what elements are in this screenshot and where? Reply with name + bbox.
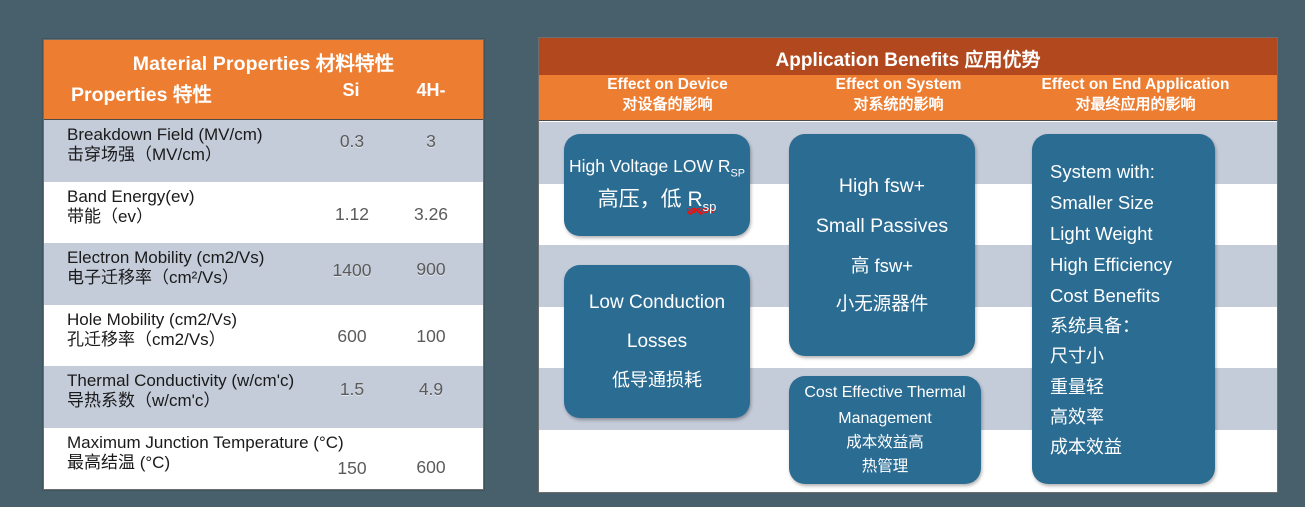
- table-row-label: Breakdown Field (MV/cm) 击穿场强（MV/cm）: [67, 125, 263, 165]
- table-row-label-en: Hole Mobility (cm2/Vs): [67, 309, 238, 329]
- benefits-column-header-system-zh: 对系统的影响: [853, 96, 944, 114]
- table-row-label: Hole Mobility (cm2/Vs) 孔迁移率（cm2/Vs）: [67, 310, 237, 350]
- table-row-label: Thermal Conductivity (w/cm'c) 导热系数（w/cm'…: [67, 371, 294, 411]
- column-header-properties: Properties 特性: [71, 84, 212, 106]
- benefits-column-header-end-application-en: Effect on End Application: [1041, 76, 1230, 93]
- benefit-line: Smaller Size: [1050, 191, 1154, 213]
- benefit-box-high-voltage[interactable]: High Voltage LOW RSP 高压，低 Rsp: [564, 134, 750, 236]
- subscript-sp: sp: [702, 199, 717, 215]
- application-benefits-panel: Application Benefits 应用优势 Effect on Devi…: [538, 37, 1278, 493]
- table-row-label-en: Breakdown Field (MV/cm): [67, 125, 263, 144]
- benefit-box-cost-effective-thermal-management[interactable]: Cost Effective Thermal Management 成本效益高 …: [789, 376, 981, 484]
- benefit-line-zh: 高效率: [1050, 406, 1104, 427]
- table-cell-sic: 900: [416, 259, 446, 279]
- benefit-line: Low Conduction: [588, 292, 726, 314]
- table-row: Electron Mobility (cm2/Vs) 电子迁移率（cm²/Vs）…: [44, 243, 483, 305]
- column-header-si: Si: [342, 80, 360, 100]
- column-header-sic: 4H-: [416, 80, 446, 100]
- benefit-box-low-conduction-losses[interactable]: Low Conduction Losses 低导通损耗: [564, 265, 750, 418]
- table-row-label: Electron Mobility (cm2/Vs) 电子迁移率（cm²/Vs）: [67, 248, 264, 288]
- benefit-line-zh: 系统具备：: [1050, 316, 1140, 337]
- benefit-box-high-fsw-small-passives[interactable]: High fsw+ Small Passives 高 fsw+ 小无源器件: [789, 134, 975, 356]
- benefit-text-zh: 高压，低: [597, 188, 688, 212]
- benefit-line: High Efficiency: [1050, 253, 1173, 275]
- table-row-label-zh: 孔迁移率（cm2/Vs）: [67, 329, 226, 349]
- benefit-line: Losses: [626, 331, 688, 353]
- material-properties-table: Material Properties 材料特性 Properties 特性 S…: [43, 39, 484, 490]
- table-row-label-zh: 最高结温 (°C): [67, 452, 171, 472]
- table-row-label: Band Energy(ev) 带能（ev）: [67, 187, 195, 227]
- benefit-text-r: R: [687, 188, 703, 212]
- benefits-column-header-end-application: Effect on End Application 对最终应用的影响: [994, 75, 1277, 115]
- benefit-line-zh: 尺寸小: [1050, 346, 1104, 367]
- table-cell-sic: 600: [416, 456, 446, 477]
- benefit-box-high-voltage-line1: High Voltage LOW RSP: [569, 156, 745, 180]
- spellcheck-underlined-text: Rsp: [687, 188, 717, 215]
- table-cell-si: 0.3: [339, 131, 365, 151]
- benefit-line-zh: 重量轻: [1050, 376, 1104, 397]
- table-cell-sic: 100: [416, 325, 446, 346]
- benefits-column-header-system-en: Effect on System: [835, 76, 962, 93]
- benefit-line-zh: 成本效益高: [846, 433, 924, 451]
- table-row: Band Energy(ev) 带能（ev） 1.12 3.26: [44, 181, 483, 243]
- table-cell-si: 1.5: [339, 379, 365, 399]
- benefits-boxes: High Voltage LOW RSP 高压，低 Rsp Low Conduc…: [539, 38, 1277, 492]
- table-row: Hole Mobility (cm2/Vs) 孔迁移率（cm2/Vs） 600 …: [44, 304, 483, 366]
- benefit-box-system-with[interactable]: System with: Smaller Size Light Weight H…: [1032, 134, 1215, 484]
- benefit-box-high-voltage-line2: 高压，低 Rsp: [598, 183, 717, 214]
- benefits-column-header-device-en: Effect on Device: [607, 76, 728, 93]
- table-cell-si: 1.12: [334, 203, 370, 224]
- material-table-header: Material Properties 材料特性 Properties 特性 S…: [44, 40, 483, 120]
- table-row-label-zh: 导热系数（w/cm'c）: [67, 391, 221, 411]
- benefit-line: Cost Benefits: [1050, 285, 1161, 307]
- table-row-label-zh: 电子迁移率（cm²/Vs）: [67, 268, 239, 288]
- table-cell-sic: 3: [426, 131, 436, 151]
- table-row: Maximum Junction Temperature (°C) 最高结温 (…: [44, 427, 483, 489]
- benefit-line-zh: 小无源器件: [835, 292, 929, 314]
- table-cell-si: 150: [337, 457, 367, 478]
- benefit-line-zh: 成本效益: [1050, 437, 1122, 458]
- material-table-body: Breakdown Field (MV/cm) 击穿场强（MV/cm） 0.3 …: [44, 120, 483, 489]
- table-row: Thermal Conductivity (w/cm'c) 导热系数（w/cm'…: [44, 366, 483, 428]
- benefits-column-header-device-zh: 对设备的影响: [622, 96, 713, 114]
- benefit-line: Cost Effective Thermal: [804, 384, 966, 402]
- material-table-title: Material Properties 材料特性: [132, 53, 395, 75]
- table-row-label-en: Electron Mobility (cm2/Vs): [67, 248, 265, 267]
- table-row-label-zh: 带能（ev）: [67, 206, 153, 226]
- benefits-title-bar: Application Benefits 应用优势: [539, 38, 1277, 75]
- table-row-label-en: Band Energy(ev): [67, 186, 195, 206]
- table-cell-sic: 3.26: [413, 203, 449, 224]
- benefits-column-header-bar: Effect on Device 对设备的影响 Effect on System…: [539, 75, 1277, 121]
- benefit-line: High fsw+: [838, 175, 926, 198]
- table-row-label-zh: 击穿场强（MV/cm）: [67, 145, 222, 165]
- benefit-line: Light Weight: [1050, 222, 1153, 244]
- benefit-line-zh: 高 fsw+: [850, 255, 914, 277]
- benefit-line: Management: [838, 409, 932, 427]
- benefits-panel-title: Application Benefits 应用优势: [775, 50, 1041, 71]
- table-row-label-en: Thermal Conductivity (w/cm'c): [67, 371, 295, 390]
- table-cell-si: 600: [337, 325, 367, 346]
- benefit-line: Small Passives: [815, 215, 949, 238]
- benefits-column-header-system: Effect on System 对系统的影响: [776, 75, 1021, 115]
- benefits-column-header-device: Effect on Device 对设备的影响: [545, 75, 790, 115]
- table-row-label-en: Maximum Junction Temperature (°C): [67, 432, 344, 452]
- benefit-text: High Voltage LOW R: [569, 155, 731, 176]
- table-row: Breakdown Field (MV/cm) 击穿场强（MV/cm） 0.3 …: [44, 120, 483, 182]
- subscript-sp: SP: [730, 167, 745, 180]
- benefits-column-header-end-application-zh: 对最终应用的影响: [1075, 96, 1196, 114]
- material-table-column-headers: Properties 特性 Si 4H-: [44, 78, 483, 108]
- table-row-label: Maximum Junction Temperature (°C) 最高结温 (…: [67, 433, 344, 473]
- benefit-line-zh: 热管理: [861, 458, 909, 476]
- benefit-line: System with:: [1050, 160, 1155, 182]
- benefit-line-zh: 低导通损耗: [612, 369, 702, 390]
- table-cell-si: 1400: [332, 260, 372, 280]
- table-cell-sic: 4.9: [418, 379, 444, 399]
